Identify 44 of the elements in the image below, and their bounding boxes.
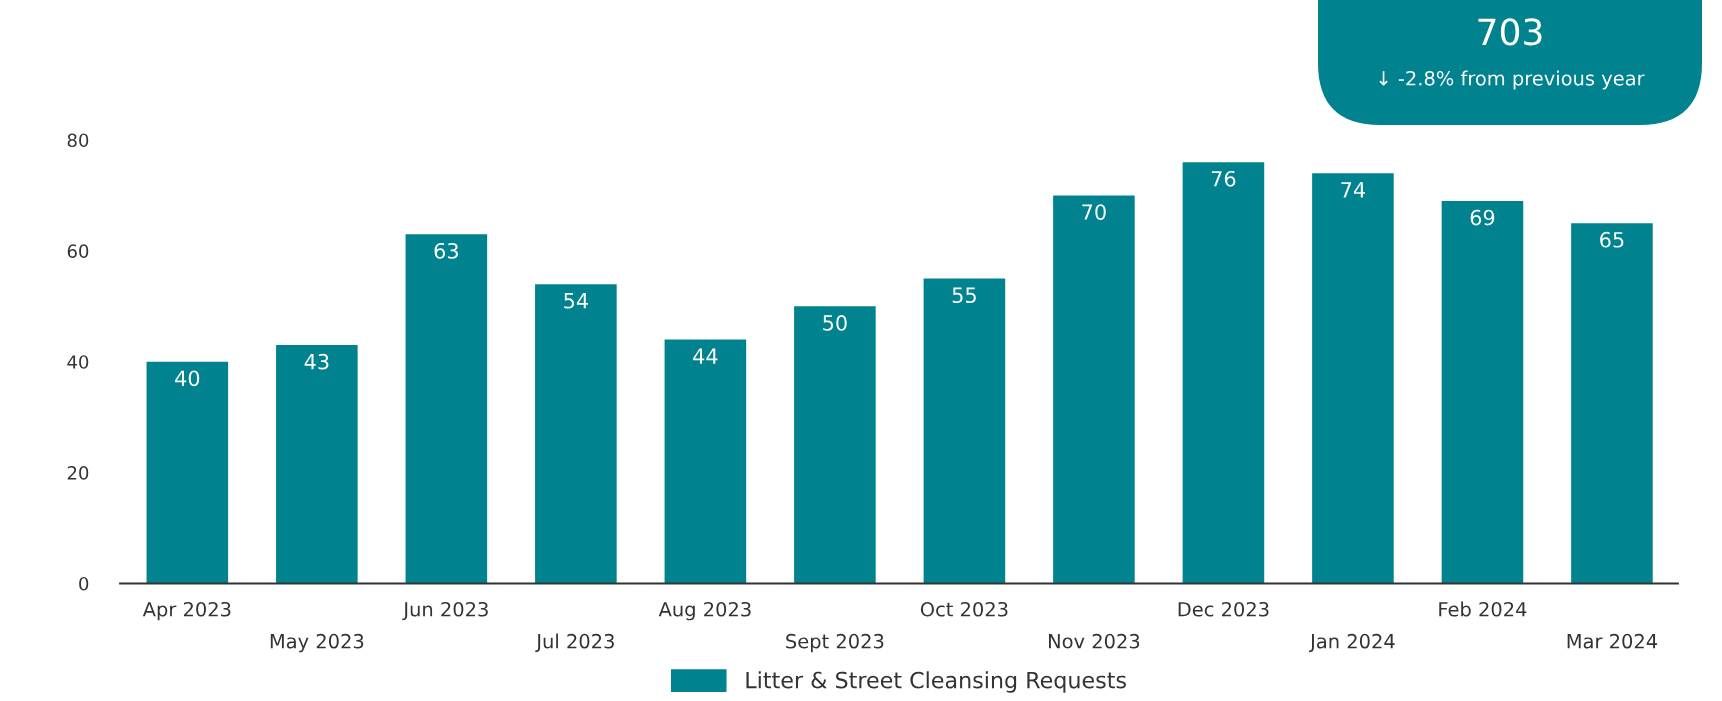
data-label: 55 (952, 287, 976, 304)
y-tick-label: 80 (67, 133, 89, 148)
x-tick-label: Jun 2023 (402, 601, 488, 621)
x-tick-label: Feb 2024 (1439, 601, 1527, 617)
bar (794, 306, 876, 584)
bar (923, 278, 1006, 584)
x-tick-label: Aug 2023 (658, 601, 751, 621)
bar (1571, 223, 1653, 584)
bar (1441, 200, 1524, 584)
x-tick-label: Jul 2023 (535, 633, 614, 653)
x-tick-label: Sept 2023 (786, 633, 884, 653)
data-label: 63 (434, 242, 458, 259)
bar (535, 284, 617, 584)
bar (1182, 162, 1265, 584)
x-tick-label: Oct 2023 (920, 601, 1008, 617)
text: ↓ -2.8% from previous year (1379, 70, 1645, 90)
bar (405, 234, 488, 584)
data-label: 69 (1470, 209, 1495, 226)
bar (146, 361, 229, 584)
text: 703 (1478, 18, 1542, 46)
x-tick-label: May 2023 (270, 633, 364, 653)
data-label: 54 (564, 293, 588, 309)
x-tick-label: Jan 2024 (1309, 633, 1395, 653)
data-label: 40 (175, 370, 200, 387)
data-label: 50 (823, 315, 847, 331)
bar (1053, 195, 1135, 584)
data-label: 65 (1600, 231, 1624, 248)
data-label: 76 (1211, 170, 1236, 187)
y-tick-label: 40 (67, 355, 89, 369)
data-label: 74 (1341, 182, 1366, 198)
y-tick-label: 20 (67, 466, 89, 480)
x-tick-label: Dec 2023 (1178, 601, 1269, 617)
legend-label: Litter & Street Cleansing Requests (746, 671, 1126, 693)
x-tick-label: Nov 2023 (1049, 633, 1140, 649)
x-tick-label: Mar 2024 (1567, 633, 1658, 649)
data-label: 43 (304, 353, 329, 370)
y-tick-label: 60 (67, 244, 89, 258)
y-tick-label: 0 (79, 576, 89, 591)
x-tick-label: Apr 2023 (142, 601, 231, 621)
bar (1312, 173, 1394, 584)
data-label: 70 (1082, 204, 1106, 220)
bar (664, 339, 747, 584)
bar (276, 345, 358, 584)
data-label: 44 (693, 348, 718, 364)
